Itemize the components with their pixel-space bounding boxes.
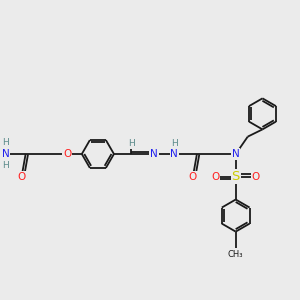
Text: H: H [2, 161, 9, 170]
Text: N: N [150, 149, 158, 159]
Text: H: H [171, 139, 178, 148]
Text: O: O [212, 172, 220, 182]
Text: O: O [252, 172, 260, 182]
Text: N: N [2, 149, 9, 159]
Text: H: H [2, 138, 9, 147]
Text: N: N [232, 149, 240, 159]
Text: O: O [17, 172, 26, 182]
Text: H: H [128, 139, 135, 148]
Text: N: N [170, 149, 178, 159]
Text: O: O [189, 172, 197, 182]
Text: CH₃: CH₃ [228, 250, 244, 259]
Text: O: O [63, 149, 71, 159]
Text: S: S [232, 170, 240, 183]
